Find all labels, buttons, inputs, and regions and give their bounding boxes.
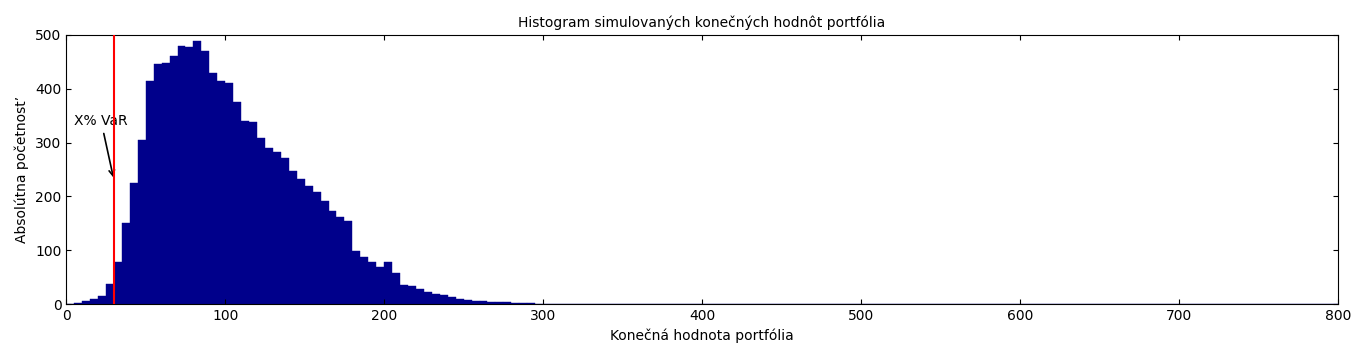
Bar xyxy=(82,301,90,304)
Bar xyxy=(296,179,305,304)
Bar xyxy=(417,289,423,304)
Bar xyxy=(178,45,186,304)
Bar xyxy=(384,262,392,304)
Bar xyxy=(130,183,138,304)
Bar xyxy=(313,192,321,304)
Bar xyxy=(186,47,194,304)
Bar xyxy=(511,303,519,304)
Bar xyxy=(423,292,432,304)
Text: X% VaR: X% VaR xyxy=(74,114,128,176)
Bar xyxy=(479,301,488,304)
Bar xyxy=(288,170,296,304)
Bar xyxy=(138,140,146,304)
Bar xyxy=(273,152,281,304)
Bar xyxy=(361,257,369,304)
Bar xyxy=(107,284,113,304)
Title: Histogram simulovaných konečných hodnôt portfólia: Histogram simulovaných konečných hodnôt … xyxy=(519,15,885,29)
Bar xyxy=(225,83,234,304)
Bar xyxy=(90,299,98,304)
Bar xyxy=(305,185,313,304)
Bar xyxy=(281,158,288,304)
Bar xyxy=(369,262,376,304)
Bar xyxy=(519,303,527,304)
Bar xyxy=(504,303,511,304)
Bar xyxy=(432,294,440,304)
Bar xyxy=(161,63,169,304)
Bar xyxy=(234,102,242,304)
Bar xyxy=(400,285,408,304)
Bar xyxy=(74,303,82,304)
X-axis label: Konečná hodnota portfólia: Konečná hodnota portfólia xyxy=(611,329,794,343)
Bar xyxy=(408,286,417,304)
Bar xyxy=(169,56,178,304)
Bar xyxy=(456,299,463,304)
Bar xyxy=(376,267,384,304)
Bar xyxy=(352,251,361,304)
Bar xyxy=(122,223,130,304)
Bar xyxy=(321,201,329,304)
Bar xyxy=(154,64,161,304)
Bar xyxy=(463,300,471,304)
Bar xyxy=(249,122,257,304)
Bar xyxy=(496,303,504,304)
Bar xyxy=(392,273,400,304)
Bar xyxy=(527,303,535,304)
Bar xyxy=(448,297,456,304)
Bar xyxy=(329,212,336,304)
Bar xyxy=(98,296,107,304)
Bar xyxy=(257,138,265,304)
Y-axis label: Absolútna početnostʼ: Absolútna početnostʼ xyxy=(15,96,30,243)
Bar xyxy=(488,302,496,304)
Bar xyxy=(440,295,448,304)
Bar xyxy=(471,301,479,304)
Bar xyxy=(242,121,249,304)
Bar xyxy=(201,51,209,304)
Bar xyxy=(344,221,352,304)
Bar xyxy=(209,73,217,304)
Bar xyxy=(265,148,273,304)
Bar xyxy=(217,81,225,304)
Bar xyxy=(336,217,344,304)
Bar xyxy=(113,262,122,304)
Bar xyxy=(146,81,154,304)
Bar xyxy=(194,41,201,304)
